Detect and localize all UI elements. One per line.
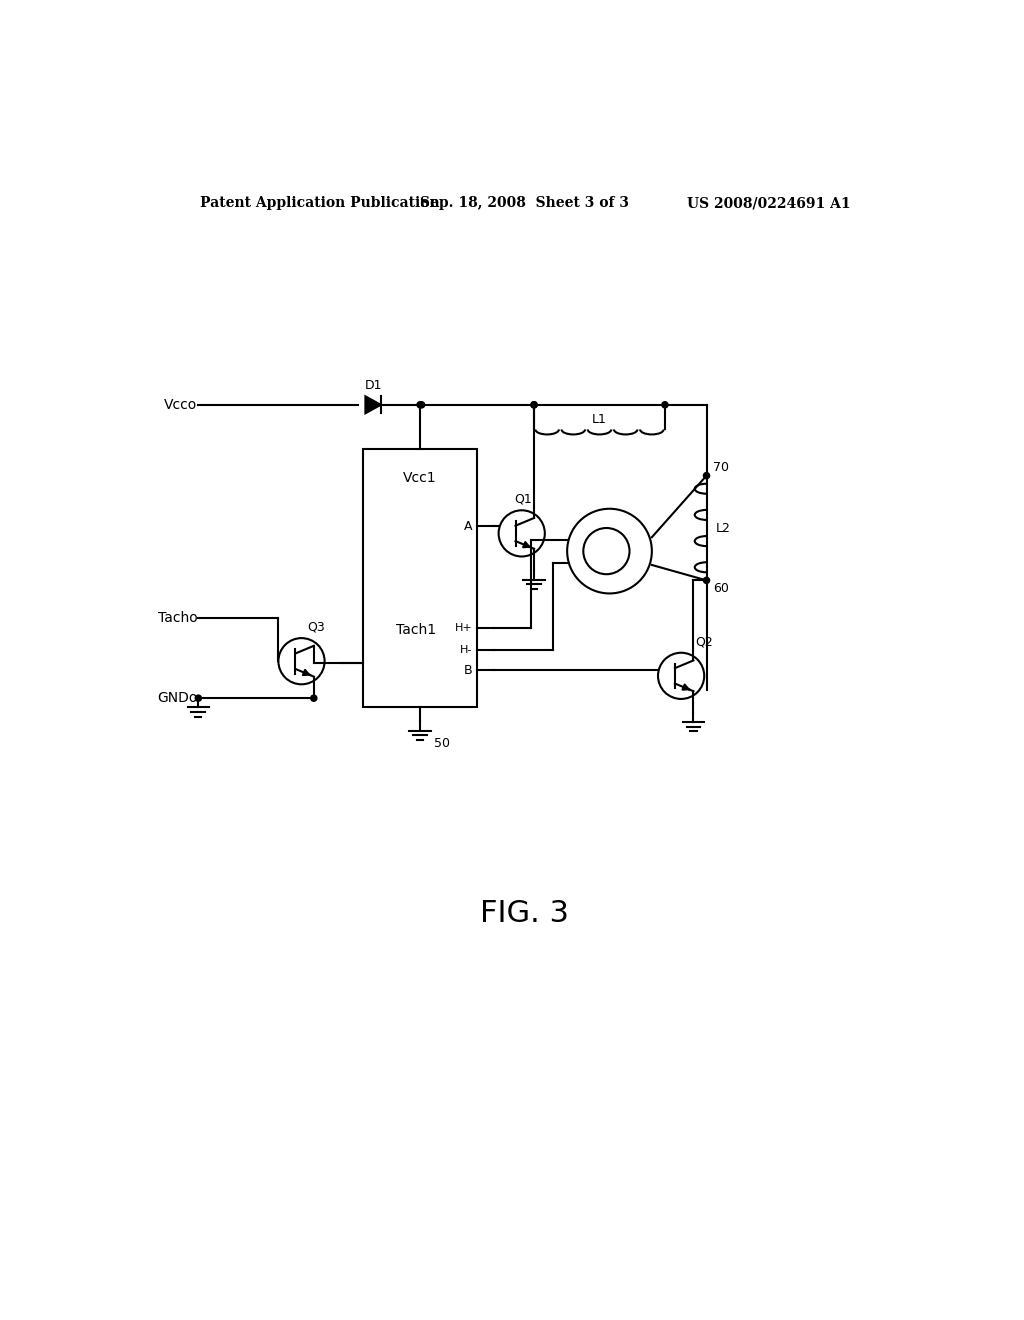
Text: L2: L2 [716,521,731,535]
Bar [364,449,477,708]
Circle shape [419,401,425,408]
Circle shape [662,401,668,408]
Text: H+: H+ [455,623,472,634]
Text: D1: D1 [365,379,382,392]
Text: Q1: Q1 [514,492,532,506]
Circle shape [196,696,202,701]
Text: Tach1: Tach1 [396,623,436,636]
Text: L1: L1 [592,413,607,426]
Circle shape [417,401,423,408]
Text: Vcc1: Vcc1 [403,471,437,484]
Text: Vcco: Vcco [164,397,198,412]
Text: US 2008/0224691 A1: US 2008/0224691 A1 [687,197,851,210]
Text: H-: H- [460,644,472,655]
Text: Sep. 18, 2008  Sheet 3 of 3: Sep. 18, 2008 Sheet 3 of 3 [420,197,630,210]
Circle shape [703,577,710,583]
Text: GNDo: GNDo [157,692,198,705]
Text: Patent Application Publication: Patent Application Publication [200,197,439,210]
Text: B: B [464,664,472,677]
Polygon shape [366,396,381,413]
Text: Tacho: Tacho [158,611,198,626]
Text: 70: 70 [713,461,729,474]
Text: A: A [464,520,472,533]
Text: 50: 50 [434,737,450,750]
Text: FIG. 3: FIG. 3 [480,899,569,928]
Circle shape [703,473,710,479]
Circle shape [531,401,538,408]
Text: Q3: Q3 [307,620,326,634]
Circle shape [531,401,538,408]
Circle shape [310,696,316,701]
Text: Q2: Q2 [695,635,713,648]
Text: 60: 60 [713,582,728,595]
